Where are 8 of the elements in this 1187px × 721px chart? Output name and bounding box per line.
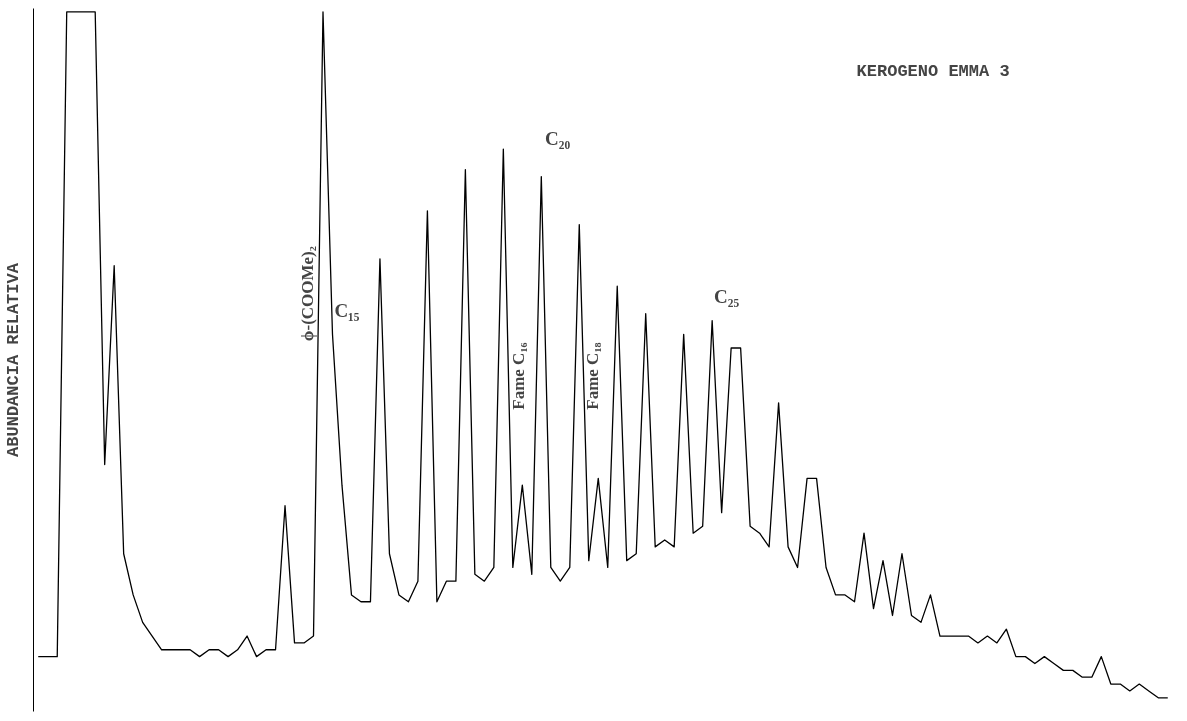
annotation: C₂₅ — [714, 285, 740, 307]
annotation: C₂₀ — [545, 128, 571, 150]
annotation: Fame C₁₈ — [583, 342, 603, 410]
annotation: ϕ-(COOMe)₂ — [298, 246, 318, 342]
text: KEROGENO EMMA 3 — [856, 61, 1010, 81]
y-axis-title: ABUNDANCIA RELATIVA — [3, 262, 23, 457]
annotation: C₁₅ — [334, 299, 360, 321]
annotation: Fame C₁₆ — [509, 342, 529, 410]
